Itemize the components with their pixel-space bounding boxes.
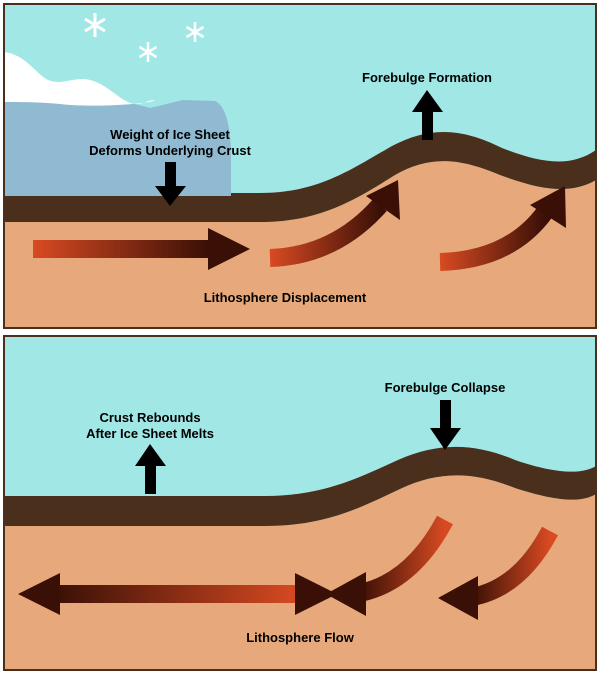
label-rebound-2: After Ice Sheet Melts <box>86 426 214 441</box>
label-iceweight-1: Weight of Ice Sheet <box>110 127 230 142</box>
panel-top: Weight of Ice Sheet Deforms Underlying C… <box>4 4 596 328</box>
label-iceweight-2: Deforms Underlying Crust <box>89 143 251 158</box>
label-rebound-1: Crust Rebounds <box>99 410 200 425</box>
label-forebulge: Forebulge Formation <box>362 70 492 85</box>
panel-bottom: Crust Rebounds After Ice Sheet Melts For… <box>4 336 596 670</box>
label-flow: Lithosphere Flow <box>246 630 355 645</box>
label-collapse: Forebulge Collapse <box>385 380 506 395</box>
label-lithosphere-disp: Lithosphere Displacement <box>204 290 367 305</box>
diagram-container: Weight of Ice Sheet Deforms Underlying C… <box>0 0 600 675</box>
diagram-svg: Weight of Ice Sheet Deforms Underlying C… <box>0 0 600 675</box>
